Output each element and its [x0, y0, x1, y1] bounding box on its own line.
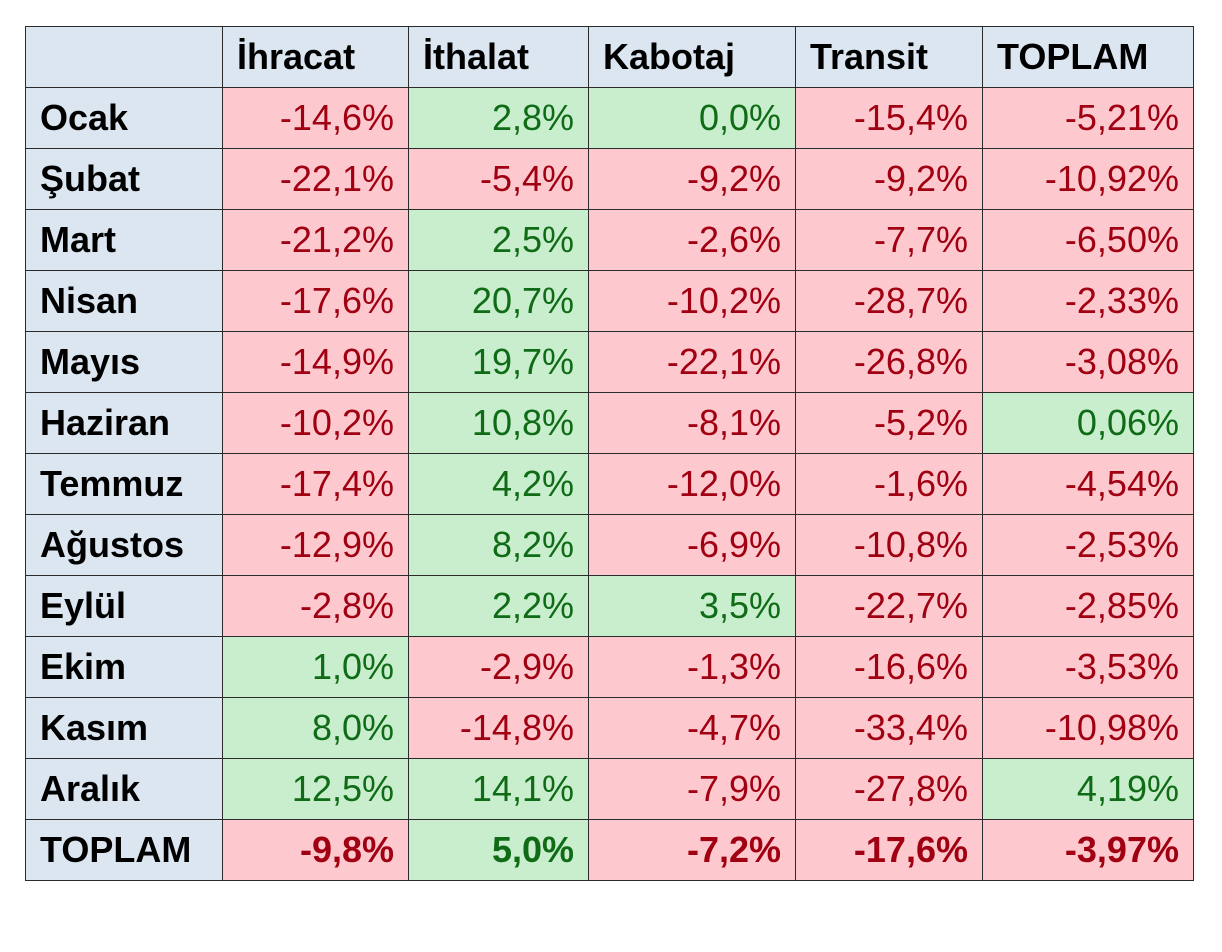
table-cell: -1,3%	[588, 636, 796, 698]
table-cell: -22,1%	[588, 331, 796, 393]
row-label: Haziran	[25, 392, 223, 454]
table-cell: -1,6%	[795, 453, 983, 515]
table-cell: -7,7%	[795, 209, 983, 271]
header-ihracat: İhracat	[222, 26, 409, 88]
table-cell: 0,0%	[588, 87, 796, 149]
header-corner	[25, 26, 223, 88]
table-row: Ocak -14,6% 2,8% 0,0% -15,4% -5,21%	[25, 87, 1194, 149]
row-label: Kasım	[25, 697, 223, 759]
row-label: Aralık	[25, 758, 223, 820]
table-cell: 2,8%	[408, 87, 589, 149]
table-cell: -22,7%	[795, 575, 983, 637]
table-cell: -2,33%	[982, 270, 1194, 332]
table-cell: -2,6%	[588, 209, 796, 271]
table-cell: 4,19%	[982, 758, 1194, 820]
row-label: TOPLAM	[25, 819, 223, 881]
table-cell: -3,53%	[982, 636, 1194, 698]
table-cell: -26,8%	[795, 331, 983, 393]
table-cell: -6,50%	[982, 209, 1194, 271]
table-cell: -2,85%	[982, 575, 1194, 637]
table-cell: -7,2%	[588, 819, 796, 881]
header-kabotaj: Kabotaj	[588, 26, 796, 88]
table-cell: -16,6%	[795, 636, 983, 698]
table-cell: -3,08%	[982, 331, 1194, 393]
row-label: Ekim	[25, 636, 223, 698]
table-row: Aralık 12,5% 14,1% -7,9% -27,8% 4,19%	[25, 758, 1194, 820]
table-cell: 12,5%	[222, 758, 409, 820]
table-cell: -17,6%	[222, 270, 409, 332]
table-cell: -8,1%	[588, 392, 796, 454]
row-label: Nisan	[25, 270, 223, 332]
table-cell: -14,6%	[222, 87, 409, 149]
header-toplam: TOPLAM	[982, 26, 1194, 88]
table-cell: 4,2%	[408, 453, 589, 515]
table-cell: -9,2%	[588, 148, 796, 210]
row-label: Mart	[25, 209, 223, 271]
table-cell: -14,9%	[222, 331, 409, 393]
table-row: Haziran -10,2% 10,8% -8,1% -5,2% 0,06%	[25, 392, 1194, 454]
table-cell: 19,7%	[408, 331, 589, 393]
total-row: TOPLAM -9,8% 5,0% -7,2% -17,6% -3,97%	[25, 819, 1194, 881]
table-cell: -12,9%	[222, 514, 409, 576]
row-label: Eylül	[25, 575, 223, 637]
table-cell: -15,4%	[795, 87, 983, 149]
table-cell: -27,8%	[795, 758, 983, 820]
table-cell: -10,2%	[222, 392, 409, 454]
table-cell: -4,54%	[982, 453, 1194, 515]
table-cell: 8,0%	[222, 697, 409, 759]
table-cell: 3,5%	[588, 575, 796, 637]
table-cell: -6,9%	[588, 514, 796, 576]
table-row: Eylül -2,8% 2,2% 3,5% -22,7% -2,85%	[25, 575, 1194, 637]
table-cell: 2,5%	[408, 209, 589, 271]
table-cell: -3,97%	[982, 819, 1194, 881]
table-cell: -10,98%	[982, 697, 1194, 759]
table-cell: -10,92%	[982, 148, 1194, 210]
table-cell: -17,6%	[795, 819, 983, 881]
table-cell: -2,53%	[982, 514, 1194, 576]
table-cell: -5,4%	[408, 148, 589, 210]
table-cell: 20,7%	[408, 270, 589, 332]
table-row: Ekim 1,0% -2,9% -1,3% -16,6% -3,53%	[25, 636, 1194, 698]
table-cell: -7,9%	[588, 758, 796, 820]
row-label: Şubat	[25, 148, 223, 210]
table-cell: -9,2%	[795, 148, 983, 210]
table-cell: -33,4%	[795, 697, 983, 759]
row-label: Ocak	[25, 87, 223, 149]
table-row: Şubat -22,1% -5,4% -9,2% -9,2% -10,92%	[25, 148, 1194, 210]
table-cell: 8,2%	[408, 514, 589, 576]
table-cell: -17,4%	[222, 453, 409, 515]
table-cell: -2,8%	[222, 575, 409, 637]
header-row: İhracat İthalat Kabotaj Transit TOPLAM	[25, 26, 1194, 88]
table-cell: -28,7%	[795, 270, 983, 332]
table-cell: 10,8%	[408, 392, 589, 454]
table-cell: -10,8%	[795, 514, 983, 576]
table-cell: -9,8%	[222, 819, 409, 881]
table-cell: -4,7%	[588, 697, 796, 759]
row-label: Ağustos	[25, 514, 223, 576]
table-cell: 1,0%	[222, 636, 409, 698]
table-cell: 0,06%	[982, 392, 1194, 454]
table-cell: -14,8%	[408, 697, 589, 759]
table-row: Ağustos -12,9% 8,2% -6,9% -10,8% -2,53%	[25, 514, 1194, 576]
row-label: Mayıs	[25, 331, 223, 393]
table-cell: -22,1%	[222, 148, 409, 210]
table-cell: 2,2%	[408, 575, 589, 637]
table-cell: -10,2%	[588, 270, 796, 332]
table-row: Temmuz -17,4% 4,2% -12,0% -1,6% -4,54%	[25, 453, 1194, 515]
row-label: Temmuz	[25, 453, 223, 515]
table-cell: -12,0%	[588, 453, 796, 515]
table-cell: -5,2%	[795, 392, 983, 454]
table-cell: -2,9%	[408, 636, 589, 698]
header-ithalat: İthalat	[408, 26, 589, 88]
header-transit: Transit	[795, 26, 983, 88]
table-row: Mart -21,2% 2,5% -2,6% -7,7% -6,50%	[25, 209, 1194, 271]
data-table: İhracat İthalat Kabotaj Transit TOPLAM O…	[25, 26, 1194, 881]
table-row: Kasım 8,0% -14,8% -4,7% -33,4% -10,98%	[25, 697, 1194, 759]
table-row: Mayıs -14,9% 19,7% -22,1% -26,8% -3,08%	[25, 331, 1194, 393]
table-cell: -21,2%	[222, 209, 409, 271]
table-cell: 5,0%	[408, 819, 589, 881]
table-cell: 14,1%	[408, 758, 589, 820]
table-row: Nisan -17,6% 20,7% -10,2% -28,7% -2,33%	[25, 270, 1194, 332]
table-cell: -5,21%	[982, 87, 1194, 149]
